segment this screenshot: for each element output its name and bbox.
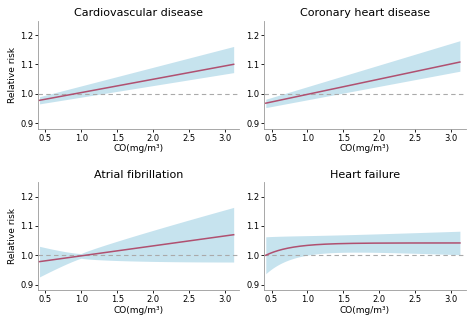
Title: Coronary heart disease: Coronary heart disease	[300, 8, 430, 18]
X-axis label: CO(mg/m³): CO(mg/m³)	[340, 144, 390, 153]
Y-axis label: Relative risk: Relative risk	[9, 47, 18, 103]
Title: Cardiovascular disease: Cardiovascular disease	[74, 8, 203, 18]
X-axis label: CO(mg/m³): CO(mg/m³)	[114, 306, 164, 315]
Title: Atrial fibrillation: Atrial fibrillation	[94, 170, 183, 180]
Title: Heart failure: Heart failure	[330, 170, 400, 180]
Y-axis label: Relative risk: Relative risk	[9, 208, 18, 264]
X-axis label: CO(mg/m³): CO(mg/m³)	[114, 144, 164, 153]
X-axis label: CO(mg/m³): CO(mg/m³)	[340, 306, 390, 315]
